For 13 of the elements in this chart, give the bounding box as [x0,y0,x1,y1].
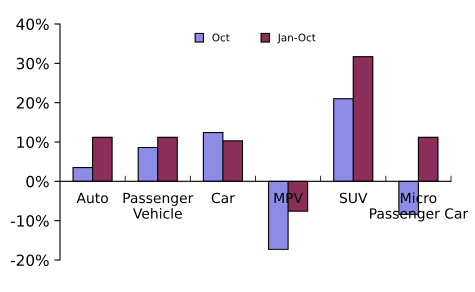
y-tick-label: 20% [16,97,49,109]
legend-label: Oct [212,34,230,42]
y-tick-label: -20% [10,254,49,266]
x-tick-label: Auto [76,192,108,204]
y-tick-label: 40% [16,18,49,30]
y-tick-label: -10% [10,215,49,227]
y-tick-label: 30% [16,58,49,70]
x-tick-label: Passenger Vehicle [124,192,194,219]
y-tick-label: 10% [17,136,49,148]
x-tick-label: SUV [340,192,368,204]
y-tick-label: 0% [26,176,49,188]
legend-label: Jan-Oct [277,34,316,44]
x-tick-label: Car [212,192,235,204]
